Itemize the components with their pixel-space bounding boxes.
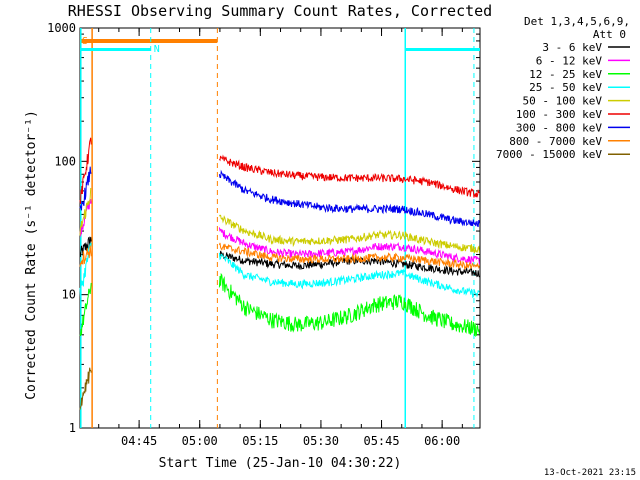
series-line-7 (218, 242, 480, 270)
legend-label-4: 50 - 100 keV (523, 95, 603, 108)
legend-label-8: 7000 - 15000 keV (496, 148, 602, 161)
legend-header-2: Att 0 (593, 28, 626, 41)
chart-title: RHESSI Observing Summary Count Rates, Co… (68, 2, 492, 20)
legend-label-5: 100 - 300 keV (516, 108, 602, 121)
x-tick-label: 05:45 (363, 434, 399, 448)
legend-header-1: Det 1,3,4,5,6,9, (524, 15, 630, 28)
legend-label-3: 25 - 50 keV (529, 81, 602, 94)
series-early-4 (79, 187, 92, 236)
series-line-4 (218, 214, 480, 254)
plot-overlays: SN (80, 28, 480, 428)
legend-label-1: 6 - 12 keV (536, 54, 603, 67)
legend-label-0: 3 - 6 keV (542, 41, 602, 54)
legend-label-2: 12 - 25 keV (529, 68, 602, 81)
timestamp-footer: 13-Oct-2021 23:15 (544, 468, 636, 478)
series-line-5 (218, 154, 480, 198)
night-bar-2 (405, 48, 480, 51)
x-tick-label: 06:00 (424, 434, 460, 448)
y-tick-label: 10 (62, 288, 76, 302)
series-line-2 (218, 272, 480, 338)
night-bar-1 (80, 48, 151, 51)
legend-label-6: 300 - 800 keV (516, 121, 602, 134)
series-early-5 (79, 137, 92, 204)
x-axis-ticks: 04:45 05:00 05:15 05:30 05:45 06:00 (98, 28, 463, 448)
orange-bar-label: S (82, 36, 88, 47)
x-tick-label: 04:45 (121, 434, 157, 448)
plot-frame (79, 27, 481, 429)
x-axis-label: Start Time (25-Jan-10 04:30:22) (159, 456, 402, 471)
cyan-bar-label: N (154, 44, 160, 55)
series-early-3 (79, 242, 92, 298)
series-line-1 (218, 227, 480, 265)
series-early-8 (79, 367, 92, 410)
series-line-0 (219, 250, 480, 278)
y-tick-label: 1 (69, 421, 76, 435)
series-lines (79, 137, 480, 410)
x-tick-label: 05:15 (242, 434, 278, 448)
y-axis-ticks: 1 10 100 1000 (47, 21, 480, 435)
x-tick-label: 05:00 (182, 434, 218, 448)
series-line-3 (218, 252, 480, 299)
x-tick-label: 05:30 (303, 434, 339, 448)
series-early-0 (79, 236, 92, 257)
y-tick-label: 100 (54, 154, 76, 168)
y-axis-label: Corrected Count Rate (s⁻¹ detector⁻¹) (24, 110, 39, 400)
plot-border (79, 27, 481, 429)
y-tick-label: 1000 (47, 21, 76, 35)
series-line-6 (218, 169, 480, 228)
legend-label-7: 800 - 7000 keV (509, 135, 602, 148)
series-early-7 (79, 245, 92, 267)
series-early-2 (79, 282, 92, 337)
attenuator-bar (80, 39, 218, 43)
series-early-6 (79, 166, 92, 211)
